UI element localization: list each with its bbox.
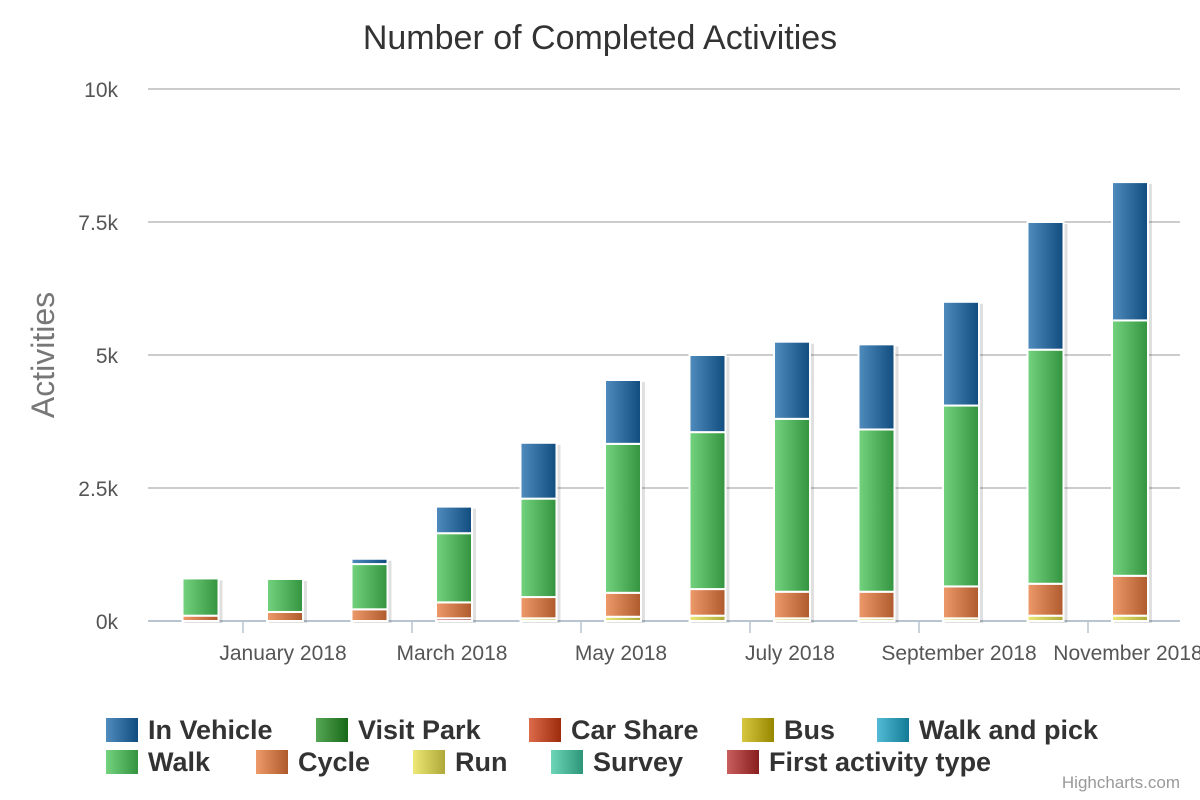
bar-segment-in-vehicle[interactable]: [1111, 181, 1149, 322]
x-tick-label: November 2018: [1053, 642, 1200, 665]
legend-label: First activity type: [769, 746, 992, 777]
y-tick-label: 7.5k: [78, 212, 118, 235]
y-tick-label: 0k: [96, 611, 119, 634]
legend-swatch: [742, 718, 774, 742]
legend-label: Walk and pick: [919, 714, 1099, 745]
bar-segment-walk[interactable]: [181, 577, 220, 617]
bar-segment-cycle[interactable]: [688, 588, 727, 617]
legend-item-survey[interactable]: Survey: [551, 747, 727, 778]
bar-segment-walk[interactable]: [688, 431, 727, 591]
bar-segment-in-vehicle[interactable]: [688, 354, 727, 434]
bar-segment-in-vehicle[interactable]: [519, 441, 558, 500]
bar-segment-walk[interactable]: [942, 404, 980, 588]
bar-segment-walk[interactable]: [350, 563, 389, 611]
y-tick-label: 5k: [96, 345, 119, 368]
bar-segment-cycle[interactable]: [604, 591, 642, 618]
bar-segment-cycle[interactable]: [857, 590, 896, 620]
legend-swatch: [529, 718, 561, 742]
legend-swatch: [106, 750, 138, 774]
bar-segment-cycle[interactable]: [1026, 582, 1065, 617]
legend-item-visit-park[interactable]: Visit Park: [316, 715, 529, 746]
x-tick-label: January 2018: [219, 642, 346, 665]
bar-segment-in-vehicle[interactable]: [1026, 221, 1065, 351]
bar-segment-in-vehicle[interactable]: [942, 300, 980, 407]
y-axis-title: Activities: [25, 292, 61, 418]
bar-segment-walk[interactable]: [857, 428, 896, 593]
legend-item-in-vehicle[interactable]: In Vehicle: [106, 715, 316, 746]
bar-segment-walk[interactable]: [604, 442, 642, 594]
x-tick-label: March 2018: [397, 642, 508, 665]
bar-segment-cycle[interactable]: [519, 596, 558, 620]
legend-swatch: [256, 750, 288, 774]
chart-title: Number of Completed Activities: [363, 19, 837, 57]
legend-swatch: [727, 750, 759, 774]
y-tick-label: 2.5k: [78, 478, 118, 501]
legend-label: Bus: [784, 714, 836, 745]
legend-item-car-share[interactable]: Car Share: [529, 715, 742, 746]
legend-item-cycle[interactable]: Cycle: [256, 747, 413, 778]
legend-label: Run: [455, 746, 508, 777]
legend-row: Walk Cycle Run Survey First activity type: [106, 746, 1166, 778]
x-tick-label: May 2018: [575, 642, 667, 665]
legend-item-walk[interactable]: Walk: [106, 747, 256, 778]
bar-segment-walk[interactable]: [1026, 348, 1065, 585]
legend-item-first-activity-type[interactable]: First activity type: [727, 747, 1007, 778]
bar-segment-cycle[interactable]: [942, 585, 980, 620]
legend-swatch: [413, 750, 445, 774]
legend-swatch: [551, 750, 583, 774]
legend-swatch: [316, 718, 348, 742]
legend-label: Survey: [593, 746, 684, 777]
legend-item-bus[interactable]: Bus: [742, 715, 877, 746]
bar-segment-in-vehicle[interactable]: [435, 505, 473, 535]
bar-segment-cycle[interactable]: [773, 590, 811, 620]
x-tick-label: July 2018: [745, 642, 835, 665]
bar-segment-in-vehicle[interactable]: [350, 557, 389, 566]
bar-segment-walk[interactable]: [1111, 319, 1149, 577]
legend: In Vehicle Visit Park Car Share Bus Walk and…: [106, 714, 1166, 778]
legend-label: Walk: [148, 746, 211, 777]
legend-item-walk-and-pick[interactable]: Walk and pick: [877, 715, 1107, 746]
bar-segment-walk[interactable]: [519, 497, 558, 599]
bar-segment-walk[interactable]: [266, 577, 304, 613]
legend-swatch: [877, 718, 909, 742]
legend-row: In Vehicle Visit Park Car Share Bus Walk and…: [106, 714, 1166, 746]
x-tick-label: September 2018: [881, 642, 1036, 665]
bar-segment-in-vehicle[interactable]: [773, 340, 811, 420]
bar-segment-cycle[interactable]: [1111, 574, 1149, 617]
legend-label: In Vehicle: [148, 714, 273, 745]
legend-label: Car Share: [571, 714, 699, 745]
legend-label: Cycle: [298, 746, 371, 777]
bar-segment-cycle[interactable]: [435, 601, 473, 620]
legend-swatch: [106, 718, 138, 742]
y-tick-label: 10k: [84, 79, 118, 102]
bar-segment-in-vehicle[interactable]: [604, 379, 642, 445]
legend-item-run[interactable]: Run: [413, 747, 551, 778]
highcharts-credit[interactable]: Highcharts.com: [1061, 773, 1180, 792]
bar-segment-walk[interactable]: [773, 417, 811, 593]
bar-segment-in-vehicle[interactable]: [857, 343, 896, 431]
bar-segment-cycle[interactable]: [350, 608, 389, 623]
bar-segment-cycle[interactable]: [266, 610, 304, 622]
bar-segment-walk[interactable]: [435, 532, 473, 604]
legend-label: Visit Park: [358, 714, 481, 745]
